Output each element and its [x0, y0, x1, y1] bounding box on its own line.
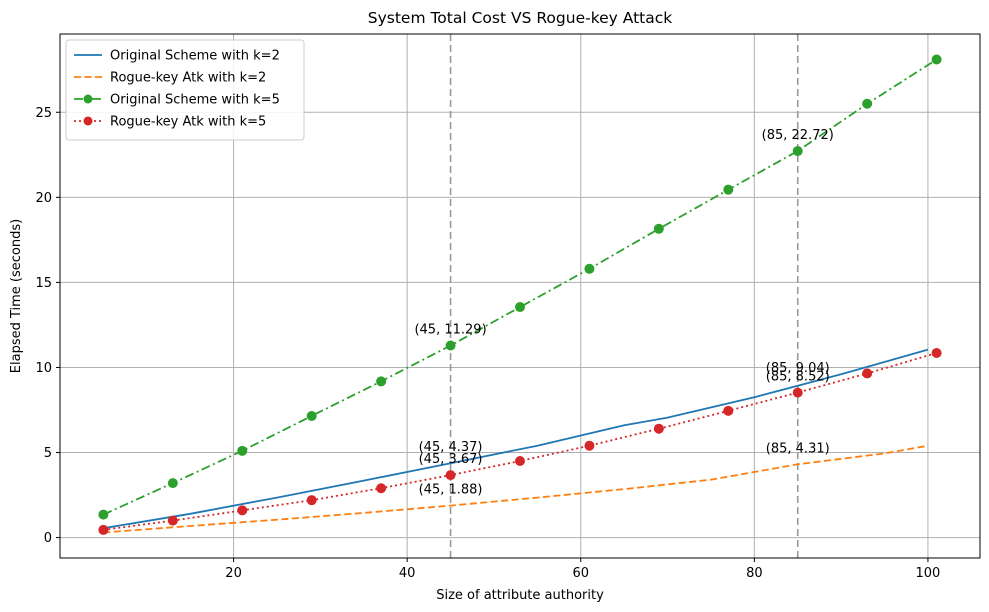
x-tick-label: 60: [572, 566, 589, 581]
legend-label: Rogue-key Atk with k=5: [110, 115, 266, 130]
x-axis-title: Size of attribute authority: [436, 588, 604, 603]
x-tick-label: 100: [916, 566, 941, 581]
data-point: [792, 387, 803, 398]
y-tick-label: 20: [35, 191, 52, 206]
chart-title: System Total Cost VS Rogue-key Attack: [368, 9, 673, 27]
data-point: [931, 347, 942, 358]
legend-marker: [83, 116, 93, 126]
data-point: [931, 54, 942, 65]
point-annotation: (85, 22.72): [762, 128, 834, 143]
data-point: [792, 146, 803, 157]
data-point: [515, 456, 525, 467]
legend-marker: [83, 94, 93, 104]
point-annotation: (85, 4.31): [766, 441, 830, 456]
point-annotation: (45, 11.29): [414, 323, 486, 338]
legend-entry-rogue-key-atk-with-k-5: Rogue-key Atk with k=5: [74, 115, 266, 130]
data-point: [376, 483, 387, 494]
y-axis-title: Elapsed Time (seconds): [9, 219, 24, 373]
x-tick-label: 20: [225, 566, 242, 581]
y-axis-ticks: 0 5 10 15 20 25: [35, 106, 60, 546]
legend-entry-original-scheme-with-k-2: Original Scheme with k=2: [74, 49, 280, 64]
data-point: [98, 509, 109, 520]
legend-label: Original Scheme with k=2: [110, 49, 280, 64]
data-point: [862, 98, 873, 109]
data-point: [653, 423, 664, 434]
data-point: [306, 495, 317, 506]
point-annotation: (45, 4.37): [419, 440, 483, 455]
data-point: [653, 223, 664, 234]
legend-box: [65, 39, 305, 141]
x-tick-label: 40: [399, 566, 416, 581]
data-point: [237, 505, 248, 516]
data-point: [584, 440, 595, 451]
data-point: [515, 302, 525, 313]
y-tick-label: 25: [35, 106, 52, 121]
y-tick-label: 0: [44, 531, 52, 546]
data-point: [445, 470, 456, 481]
data-point: [376, 376, 387, 387]
data-point: [167, 515, 178, 526]
data-point: [167, 478, 178, 489]
legend-entry-rogue-key-atk-with-k-2: Rogue-key Atk with k=2: [74, 71, 266, 86]
y-tick-label: 15: [35, 276, 52, 291]
series-original-scheme-with-k-2: [103, 348, 929, 530]
series-lines: [98, 54, 942, 535]
series-line: [103, 444, 929, 534]
data-point: [723, 405, 734, 416]
legend-label: Rogue-key Atk with k=2: [110, 71, 266, 86]
legend-entry-original-scheme-with-k-5: Original Scheme with k=5: [74, 93, 280, 108]
point-annotation: (85, 9.04): [766, 361, 830, 376]
data-point: [237, 445, 248, 456]
data-point: [98, 524, 109, 535]
series-original-scheme-with-k-5: [98, 54, 942, 520]
data-point: [862, 368, 873, 379]
data-point: [723, 184, 734, 195]
annotations: (45, 11.29) (85, 22.72) (45, 4.37)(45, 3.6…: [414, 128, 833, 498]
series-line: [103, 348, 929, 530]
data-point: [445, 340, 456, 351]
point-annotation: (85, 8.52): [766, 370, 830, 385]
series-rogue-key-atk-with-k-2: [103, 444, 929, 534]
y-tick-label: 10: [35, 361, 52, 376]
x-tick-label: 80: [746, 566, 763, 581]
plot-frame: [59, 33, 981, 559]
y-tick-label: 5: [44, 446, 52, 461]
data-point: [306, 410, 317, 421]
legend-label: Original Scheme with k=5: [110, 93, 280, 108]
legend: Original Scheme with k=2 Rogue-key Atk wi…: [65, 39, 305, 141]
point-annotation: (45, 3.67): [419, 452, 483, 467]
point-annotation: (45, 1.88): [419, 483, 483, 498]
series-rogue-key-atk-with-k-5: [98, 347, 942, 535]
x-axis-ticks: 20 40 60 80 100: [225, 558, 940, 581]
data-point: [584, 263, 595, 274]
